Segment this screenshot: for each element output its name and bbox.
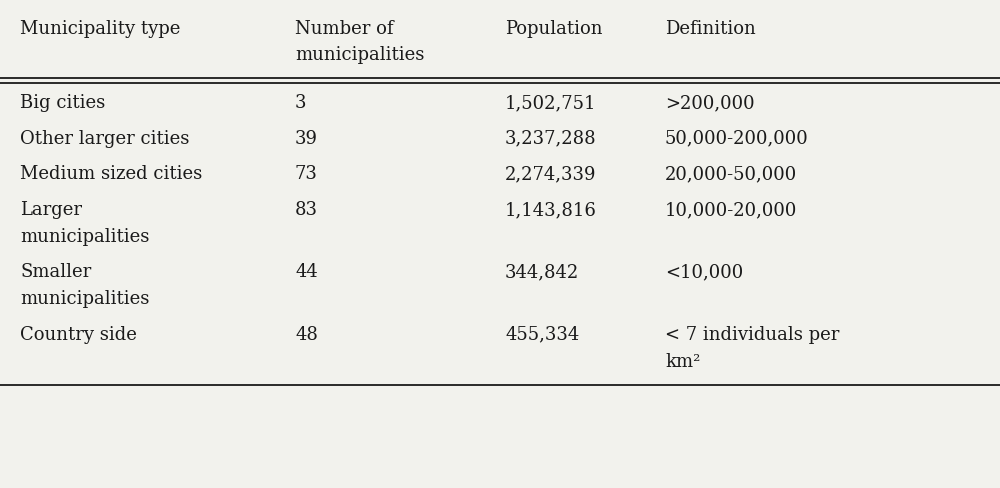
Text: 1,143,816: 1,143,816: [505, 201, 597, 219]
Text: 455,334: 455,334: [505, 326, 579, 344]
Text: 83: 83: [295, 201, 318, 219]
Text: 50,000-200,000: 50,000-200,000: [665, 130, 809, 147]
Text: 344,842: 344,842: [505, 264, 579, 281]
Text: 1,502,751: 1,502,751: [505, 94, 596, 112]
Text: Other larger cities: Other larger cities: [20, 130, 189, 147]
Text: Number of: Number of: [295, 20, 394, 38]
Text: 48: 48: [295, 326, 318, 344]
Text: municipalities: municipalities: [20, 290, 149, 308]
Text: 10,000-20,000: 10,000-20,000: [665, 201, 797, 219]
Text: Big cities: Big cities: [20, 94, 105, 112]
Text: Medium sized cities: Medium sized cities: [20, 165, 202, 183]
Text: 2,274,339: 2,274,339: [505, 165, 596, 183]
Text: 39: 39: [295, 130, 318, 147]
Text: < 7 individuals per: < 7 individuals per: [665, 326, 839, 344]
Text: <10,000: <10,000: [665, 264, 743, 281]
Text: municipalities: municipalities: [295, 46, 424, 64]
Text: 20,000-50,000: 20,000-50,000: [665, 165, 797, 183]
Text: Country side: Country side: [20, 326, 137, 344]
Text: 73: 73: [295, 165, 318, 183]
Text: 44: 44: [295, 264, 318, 281]
Text: municipalities: municipalities: [20, 228, 149, 245]
Text: Population: Population: [505, 20, 602, 38]
Text: Larger: Larger: [20, 201, 82, 219]
Text: km²: km²: [665, 353, 700, 370]
Text: 3,237,288: 3,237,288: [505, 130, 597, 147]
Text: Municipality type: Municipality type: [20, 20, 180, 38]
Text: 3: 3: [295, 94, 306, 112]
Text: >200,000: >200,000: [665, 94, 755, 112]
Text: Definition: Definition: [665, 20, 756, 38]
Text: Smaller: Smaller: [20, 264, 91, 281]
